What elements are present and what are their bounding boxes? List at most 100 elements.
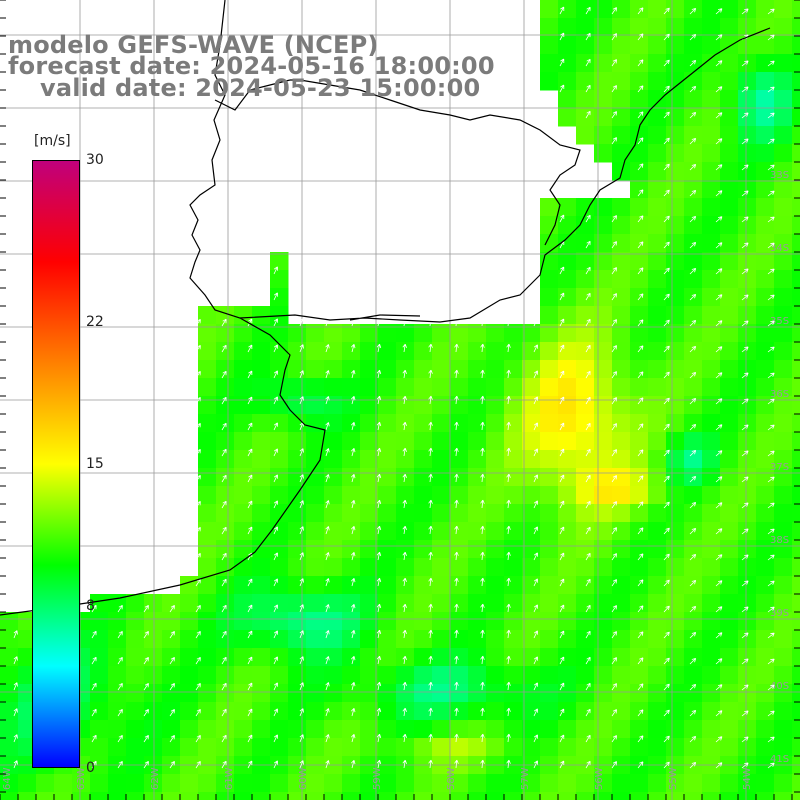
- wind-speed-cell: [540, 306, 559, 325]
- wind-speed-cell: [684, 738, 703, 757]
- wind-speed-cell: [126, 630, 145, 649]
- wind-speed-cell: [504, 522, 523, 541]
- longitude-label: 56W: [594, 767, 605, 790]
- wind-arrow: [13, 630, 18, 639]
- wind-speed-cell: [666, 36, 685, 55]
- wind-speed-cell: [468, 360, 487, 379]
- wind-speed-cell: [486, 630, 505, 649]
- wind-arrow: [299, 604, 304, 613]
- wind-speed-cell: [720, 324, 739, 343]
- wind-speed-cell: [792, 144, 800, 163]
- wind-speed-cell: [684, 450, 703, 469]
- latitude-label: 36S: [770, 389, 789, 400]
- wind-speed-cell: [630, 144, 649, 163]
- wind-arrow: [13, 656, 18, 665]
- wind-speed-cell: [774, 54, 793, 73]
- wind-arrow: [13, 682, 18, 691]
- wind-speed-cell: [702, 558, 721, 577]
- wind-speed-cell: [270, 522, 289, 541]
- wind-arrow: [611, 709, 617, 717]
- wind-speed-cell: [0, 612, 19, 631]
- wind-speed-cell: [612, 90, 631, 109]
- wind-arrow: [741, 216, 749, 223]
- wind-speed-cell: [216, 612, 235, 631]
- wind-speed-cell: [252, 342, 271, 361]
- wind-speed-cell: [666, 270, 685, 289]
- wind-arrow: [325, 734, 330, 743]
- wind-arrow: [533, 396, 539, 405]
- wind-arrow: [195, 604, 201, 613]
- wind-speed-cell: [504, 486, 523, 505]
- wind-arrow: [273, 604, 279, 613]
- wind-speed-cell: [738, 162, 757, 181]
- wind-speed-cell: [792, 594, 800, 613]
- wind-speed-cell: [720, 180, 739, 199]
- wind-speed-cell: [324, 324, 343, 343]
- wind-speed-cell: [594, 234, 613, 253]
- wind-speed-cell: [234, 576, 253, 595]
- wind-arrow: [506, 733, 511, 743]
- wind-arrow: [689, 554, 697, 561]
- wind-arrow: [480, 447, 485, 457]
- wind-arrow: [13, 760, 18, 769]
- wind-arrow: [611, 345, 617, 353]
- wind-speed-cell: [648, 414, 667, 433]
- wind-speed-cell: [234, 504, 253, 523]
- wind-arrow: [611, 397, 617, 405]
- wind-speed-cell: [270, 288, 289, 307]
- wind-speed-cell: [378, 774, 397, 793]
- wind-arrow: [585, 396, 591, 405]
- wind-speed-cell: [270, 630, 289, 649]
- wind-speed-cell: [648, 774, 667, 793]
- wind-arrow: [273, 682, 279, 691]
- wind-speed-cell: [450, 540, 469, 559]
- wind-speed-cell: [738, 360, 757, 379]
- wind-speed-cell: [270, 612, 289, 631]
- wind-speed-cell: [0, 648, 19, 667]
- wind-speed-cell: [612, 522, 631, 541]
- wind-arrow: [715, 34, 723, 41]
- colorbar-tick-label: 8: [86, 597, 95, 614]
- wind-speed-cell: [612, 234, 631, 253]
- wind-speed-cell: [576, 576, 595, 595]
- wind-arrow: [376, 369, 382, 379]
- wind-speed-cell: [360, 666, 379, 685]
- wind-speed-cell: [270, 414, 289, 433]
- wind-speed-cell: [756, 396, 775, 415]
- wind-arrow: [350, 733, 356, 743]
- wind-speed-cell: [414, 738, 433, 757]
- wind-speed-cell: [288, 432, 307, 451]
- wind-speed-cell: [648, 576, 667, 595]
- wind-speed-cell: [486, 450, 505, 469]
- wind-arrow: [428, 421, 433, 431]
- wind-speed-cell: [594, 54, 613, 73]
- wind-speed-cell: [360, 792, 379, 800]
- wind-arrow: [585, 292, 591, 301]
- wind-speed-cell: [648, 486, 667, 505]
- wind-speed-cell: [252, 702, 271, 721]
- wind-speed-cell: [540, 216, 559, 235]
- wind-arrow: [741, 8, 749, 15]
- wind-speed-cell: [576, 72, 595, 91]
- wind-arrow: [663, 397, 670, 405]
- longitude-label: 63W: [76, 767, 87, 790]
- wind-arrow: [767, 164, 775, 171]
- wind-arrow: [325, 396, 330, 405]
- wind-speed-cell: [540, 612, 559, 631]
- wind-speed-cell: [792, 630, 800, 649]
- wind-speed-cell: [666, 576, 685, 595]
- wind-speed-cell: [666, 90, 685, 109]
- wind-speed-cell: [216, 666, 235, 685]
- wind-arrow: [767, 476, 775, 483]
- wind-speed-cell: [720, 540, 739, 559]
- wind-arrow: [91, 760, 97, 769]
- wind-speed-cell: [612, 468, 631, 487]
- wind-speed-cell: [684, 252, 703, 271]
- wind-arrow: [585, 110, 591, 119]
- wind-speed-cell: [270, 252, 289, 271]
- wind-speed-cell: [720, 738, 739, 757]
- wind-speed-cell: [396, 720, 415, 739]
- wind-speed-cell: [342, 414, 361, 433]
- wind-speed-cell: [792, 288, 800, 307]
- wind-speed-cell: [702, 288, 721, 307]
